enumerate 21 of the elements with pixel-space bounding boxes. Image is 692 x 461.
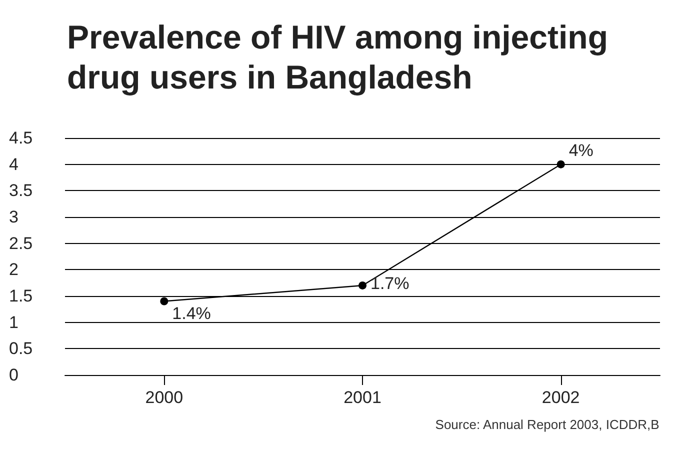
- y-tick-label: 0.5: [9, 339, 33, 358]
- x-tick-label: 2000: [145, 388, 184, 407]
- point: [556, 160, 565, 168]
- x-tick-label: 2001: [344, 388, 382, 407]
- data-label: 1.4%: [172, 304, 211, 323]
- y-tick-label: 3.5: [9, 181, 33, 200]
- point: [358, 281, 366, 290]
- y-tick-label: 3: [9, 208, 18, 226]
- y-tick-label: 4.5: [9, 128, 33, 148]
- y-tick-label: 2.5: [9, 234, 33, 253]
- y-tick-label: 2: [9, 260, 18, 280]
- y-tick-label: 4: [9, 154, 18, 174]
- source-note: Source: Annual Report 2003, ICDDR,B: [435, 417, 660, 432]
- y-tick-label: 1.5: [9, 286, 33, 306]
- x-tick-label: 2002: [542, 388, 580, 407]
- y-tick-label: 1: [9, 312, 18, 332]
- data-label: 1.7%: [370, 274, 410, 293]
- y-tick-label: 0: [9, 366, 18, 384]
- data-label: 4%: [568, 140, 594, 160]
- point: [160, 297, 168, 306]
- chart-title: Prevalence of HIV among injecting drug users in Bangladesh: [67, 18, 618, 96]
